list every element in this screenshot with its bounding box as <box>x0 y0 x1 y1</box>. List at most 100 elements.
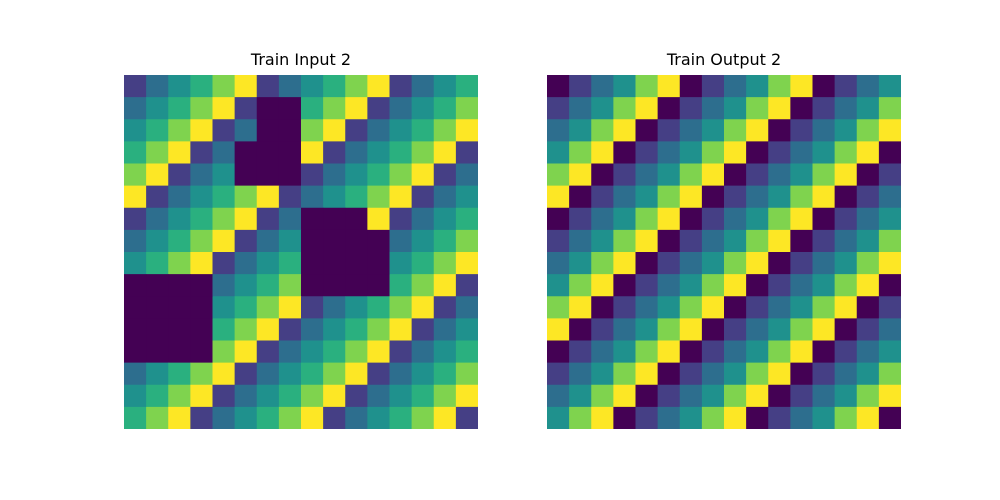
grid-cell <box>613 274 636 297</box>
grid-cell <box>569 185 592 209</box>
grid-cell <box>256 75 280 98</box>
grid-cell <box>278 185 302 209</box>
grid-cell <box>768 119 791 142</box>
grid-cell <box>234 318 258 341</box>
grid-cell <box>234 252 258 275</box>
grid-cell <box>278 207 302 231</box>
grid-cell <box>856 75 880 98</box>
grid-cell <box>724 207 747 231</box>
grid-cell <box>635 97 659 120</box>
grid-cell <box>323 296 346 319</box>
grid-cell <box>790 185 813 209</box>
grid-cell <box>411 406 435 429</box>
grid-cell <box>547 274 570 297</box>
grid-cell <box>389 207 413 231</box>
grid-cell <box>834 362 858 386</box>
grid-cell <box>256 252 280 275</box>
grid-cell <box>124 119 147 142</box>
grid-cell <box>547 185 570 209</box>
grid-cell <box>790 141 813 164</box>
grid-cell <box>323 163 346 187</box>
grid-cell <box>389 75 413 98</box>
grid-cell <box>256 274 280 297</box>
grid-cell <box>790 97 813 120</box>
grid-cell <box>301 75 324 98</box>
grid-cell <box>124 406 147 429</box>
grid-cell <box>433 362 457 386</box>
grid-cell <box>569 318 592 341</box>
grid-cell <box>878 75 901 98</box>
grid-cell <box>168 362 191 386</box>
grid-cell <box>323 185 346 209</box>
train-output-grid <box>547 75 901 429</box>
grid-cell <box>657 229 681 253</box>
grid-cell <box>724 163 747 187</box>
grid-cell <box>168 406 191 429</box>
grid-cell <box>746 207 769 231</box>
grid-cell <box>301 384 324 408</box>
grid-cell <box>234 119 258 142</box>
grid-cell <box>146 207 169 231</box>
grid-cell <box>547 406 570 429</box>
grid-cell <box>256 362 280 386</box>
train-input-title: Train Input 2 <box>250 50 352 69</box>
grid-cell <box>679 97 703 120</box>
train-output-panel: Train Output 2 <box>547 0 901 440</box>
grid-cell <box>591 163 614 187</box>
grid-cell <box>124 318 147 341</box>
grid-cell <box>345 207 368 231</box>
grid-cell <box>389 406 413 429</box>
grid-cell <box>856 163 880 187</box>
grid-cell <box>146 362 169 386</box>
grid-cell <box>724 406 747 429</box>
grid-cell <box>168 163 191 187</box>
grid-cell <box>812 406 836 429</box>
grid-cell <box>278 384 302 408</box>
grid-cell <box>367 406 390 429</box>
grid-cell <box>613 362 636 386</box>
grid-cell <box>124 97 147 120</box>
grid-cell <box>190 384 213 408</box>
grid-cell <box>345 185 368 209</box>
grid-cell <box>256 141 280 164</box>
grid-cell <box>635 274 659 297</box>
grid-cell <box>234 406 258 429</box>
grid-cell <box>569 97 592 120</box>
grid-cell <box>455 406 478 429</box>
grid-cell <box>724 141 747 164</box>
grid-cell <box>212 274 236 297</box>
grid-cell <box>834 296 858 319</box>
grid-cell <box>301 207 324 231</box>
grid-cell <box>856 119 880 142</box>
grid-cell <box>746 141 769 164</box>
grid-cell <box>569 119 592 142</box>
grid-cell <box>812 207 836 231</box>
grid-cell <box>367 207 390 231</box>
grid-cell <box>168 384 191 408</box>
grid-cell <box>234 185 258 209</box>
grid-cell <box>168 296 191 319</box>
grid-cell <box>168 119 191 142</box>
grid-cell <box>234 362 258 386</box>
train-input-panel: Train Input 2 <box>124 0 478 440</box>
grid-cell <box>190 318 213 341</box>
grid-cell <box>367 97 390 120</box>
grid-cell <box>256 406 280 429</box>
grid-cell <box>790 252 813 275</box>
grid-cell <box>635 384 659 408</box>
grid-cell <box>146 406 169 429</box>
grid-cell <box>657 296 681 319</box>
grid-cell <box>278 318 302 341</box>
grid-cell <box>878 406 901 429</box>
grid-cell <box>657 97 681 120</box>
grid-cell <box>812 384 836 408</box>
grid-cell <box>569 406 592 429</box>
grid-cell <box>146 75 169 98</box>
grid-cell <box>701 185 725 209</box>
grid-cell <box>812 362 836 386</box>
grid-cell <box>411 207 435 231</box>
grid-cell <box>878 207 901 231</box>
grid-cell <box>455 384 478 408</box>
grid-cell <box>746 97 769 120</box>
grid-cell <box>256 163 280 187</box>
